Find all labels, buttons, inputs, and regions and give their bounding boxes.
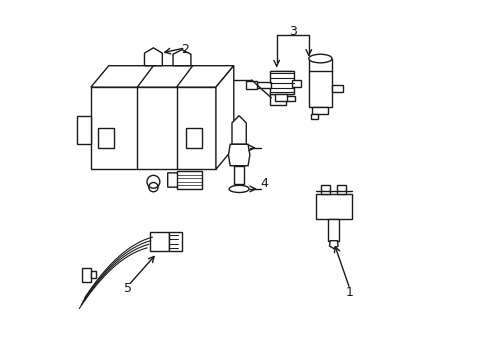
Polygon shape	[329, 241, 337, 249]
Polygon shape	[91, 87, 216, 169]
Text: 4: 4	[260, 177, 267, 190]
Text: 5: 5	[124, 283, 132, 296]
Polygon shape	[310, 114, 317, 119]
Polygon shape	[233, 166, 244, 184]
Polygon shape	[77, 116, 91, 144]
Polygon shape	[321, 185, 329, 194]
Polygon shape	[269, 93, 285, 105]
Polygon shape	[176, 171, 201, 189]
Bar	[308, 59, 331, 107]
Bar	[98, 128, 114, 148]
Polygon shape	[91, 271, 96, 278]
Polygon shape	[91, 66, 233, 87]
Ellipse shape	[308, 54, 331, 63]
Polygon shape	[269, 71, 293, 94]
Polygon shape	[173, 50, 190, 66]
Ellipse shape	[229, 185, 248, 193]
Polygon shape	[271, 71, 291, 94]
Polygon shape	[228, 144, 249, 166]
Polygon shape	[246, 81, 257, 89]
Polygon shape	[285, 96, 294, 102]
Polygon shape	[331, 85, 342, 93]
Polygon shape	[337, 185, 346, 194]
Polygon shape	[82, 267, 91, 282]
Polygon shape	[167, 173, 200, 187]
Polygon shape	[169, 232, 182, 251]
Bar	[185, 128, 201, 148]
Polygon shape	[231, 116, 246, 144]
Polygon shape	[257, 82, 271, 88]
Text: 3: 3	[288, 25, 296, 38]
Polygon shape	[328, 219, 339, 241]
Polygon shape	[312, 107, 328, 114]
Polygon shape	[149, 232, 169, 251]
Text: 1: 1	[345, 286, 353, 299]
Polygon shape	[315, 194, 351, 219]
Text: 2: 2	[181, 43, 189, 56]
Polygon shape	[144, 48, 162, 66]
Polygon shape	[291, 80, 300, 87]
Polygon shape	[274, 94, 287, 102]
Polygon shape	[216, 66, 233, 169]
